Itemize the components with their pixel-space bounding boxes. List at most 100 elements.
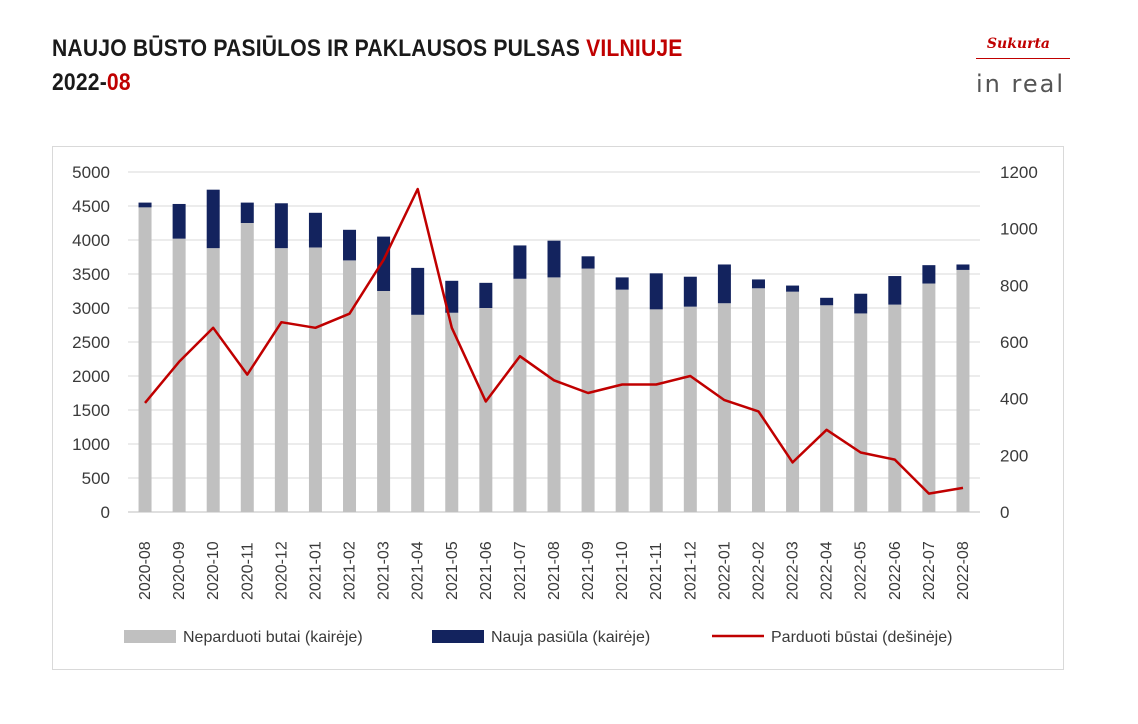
inreal-logo: Sukurta in real [972, 34, 1072, 100]
title-main: NAUJO BŪSTO PASIŪLOS IR PAKLAUSOS PULSAS [52, 35, 587, 62]
bar-new-supply [649, 273, 663, 310]
x-tick-label: 2020-12 [273, 541, 290, 600]
bar-unsold [683, 306, 697, 512]
x-tick-label: 2022-06 [887, 541, 904, 600]
bar-unsold [240, 223, 254, 512]
bar-unsold [581, 268, 595, 512]
bar-new-supply [717, 264, 731, 304]
y-left-tick-label: 2500 [72, 333, 110, 352]
bar-new-supply [922, 265, 936, 284]
bar-unsold [411, 314, 425, 512]
bar-new-supply [308, 212, 322, 248]
x-tick-label: 2021-04 [410, 541, 427, 600]
bar-new-supply [445, 280, 459, 313]
x-tick-label: 2022-07 [921, 541, 938, 600]
bar-new-supply [513, 245, 527, 279]
bar-new-supply [547, 240, 561, 278]
y-left-tick-label: 500 [82, 469, 110, 488]
bar-new-supply [581, 256, 595, 269]
y-right-tick-label: 200 [1000, 446, 1028, 465]
bar-new-supply [274, 203, 288, 249]
x-tick-label: 2021-05 [444, 541, 461, 600]
x-tick-label: 2022-03 [785, 541, 802, 600]
x-tick-label: 2022-01 [716, 541, 733, 600]
y-left-tick-label: 3000 [72, 299, 110, 318]
x-tick-label: 2021-06 [478, 541, 495, 600]
x-tick-label: 2021-12 [682, 541, 699, 600]
y-right-tick-label: 1200 [1000, 163, 1038, 182]
legend-swatch-unsold [124, 630, 176, 643]
bar-unsold [649, 309, 663, 512]
title-line-2: 2022-08 [52, 66, 683, 100]
x-tick-label: 2021-02 [342, 541, 359, 600]
chart-frame [52, 146, 1064, 670]
legend-label-sold: Parduoti būstai (dešinėje) [771, 629, 952, 646]
x-tick-label: 2021-01 [307, 541, 324, 600]
x-tick-label: 2020-09 [171, 541, 188, 600]
bar-unsold [274, 248, 288, 512]
x-tick-label: 2020-11 [239, 542, 256, 600]
bar-new-supply [615, 277, 629, 290]
bar-new-supply [411, 267, 425, 315]
y-left-tick-label: 1000 [72, 435, 110, 454]
line-sold [144, 187, 964, 495]
bar-new-supply [138, 202, 152, 208]
bar-unsold [377, 291, 391, 512]
x-tick-label: 2022-05 [853, 541, 870, 600]
y-left-tick-label: 4000 [72, 231, 110, 250]
bar-new-supply [206, 189, 220, 249]
legend-swatch-new-supply [432, 630, 484, 643]
y-right-tick-label: 600 [1000, 333, 1028, 352]
bar-unsold [922, 283, 936, 512]
y-left-tick-label: 3500 [72, 265, 110, 284]
bar-unsold [138, 207, 152, 513]
bar-new-supply [820, 297, 834, 306]
bar-new-supply [479, 282, 493, 308]
logo-brand: in real [976, 70, 1065, 98]
title-accent: VILNIUJE [586, 35, 683, 62]
y-left-tick-label: 4500 [72, 197, 110, 216]
y-left-tick-label: 5000 [72, 163, 110, 182]
bar-unsold [172, 238, 186, 512]
bar-unsold [547, 277, 561, 512]
bar-new-supply [751, 279, 765, 289]
x-tick-label: 2021-11 [648, 542, 665, 600]
bar-new-supply [888, 276, 902, 305]
y-right-tick-label: 1000 [1000, 220, 1038, 239]
bar-new-supply [786, 285, 800, 292]
x-tick-label: 2020-08 [137, 541, 154, 600]
title-period-main: 2022- [52, 69, 107, 96]
x-tick-label: 2020-10 [205, 541, 222, 600]
y-right-tick-label: 800 [1000, 276, 1028, 295]
bar-unsold [888, 304, 902, 512]
bar-unsold [854, 313, 868, 512]
bar-unsold [820, 305, 834, 512]
y-right-tick-label: 0 [1000, 503, 1009, 522]
legend-label-unsold: Neparduoti butai (kairėje) [183, 629, 363, 646]
x-tick-label: 2022-02 [750, 541, 767, 600]
bar-unsold [206, 248, 220, 512]
logo-sukurta: Sukurta [986, 36, 1050, 52]
bar-new-supply [683, 276, 697, 307]
bar-new-supply [172, 203, 186, 239]
x-tick-label: 2021-08 [546, 541, 563, 600]
x-tick-label: 2021-10 [614, 541, 631, 600]
bar-unsold [751, 288, 765, 512]
logo-underline [976, 58, 1070, 59]
x-tick-label: 2022-04 [819, 541, 836, 600]
title-line-1: NAUJO BŪSTO PASIŪLOS IR PAKLAUSOS PULSAS… [52, 32, 683, 66]
bar-unsold [956, 269, 970, 512]
bar-unsold [786, 291, 800, 512]
bar-unsold [513, 278, 527, 512]
bar-new-supply [854, 293, 868, 314]
bar-unsold [479, 308, 493, 512]
bar-new-supply [343, 229, 357, 261]
title-period-accent: 08 [106, 69, 131, 96]
bar-new-supply [377, 236, 391, 291]
bar-new-supply [956, 264, 970, 270]
bar-new-supply [240, 202, 254, 223]
bar-unsold [343, 260, 357, 512]
bar-unsold [717, 303, 731, 512]
bar-unsold [445, 312, 459, 512]
